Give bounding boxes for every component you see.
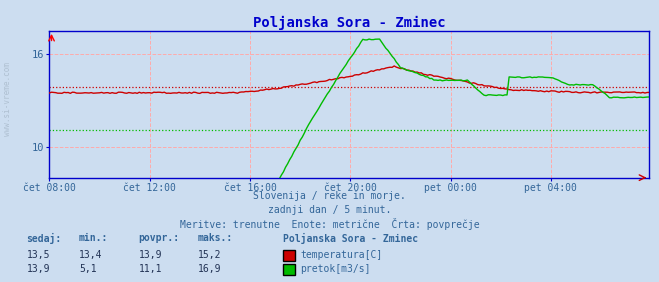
Text: maks.:: maks.: — [198, 233, 233, 243]
Text: zadnji dan / 5 minut.: zadnji dan / 5 minut. — [268, 205, 391, 215]
Text: 11,1: 11,1 — [138, 264, 162, 274]
Text: 15,2: 15,2 — [198, 250, 221, 260]
Title: Poljanska Sora - Zminec: Poljanska Sora - Zminec — [253, 16, 445, 30]
Text: min.:: min.: — [79, 233, 109, 243]
Text: pretok[m3/s]: pretok[m3/s] — [301, 264, 371, 274]
Text: 5,1: 5,1 — [79, 264, 97, 274]
Text: www.si-vreme.com: www.si-vreme.com — [3, 62, 13, 136]
Text: 16,9: 16,9 — [198, 264, 221, 274]
Text: sedaj:: sedaj: — [26, 233, 61, 244]
Text: 13,4: 13,4 — [79, 250, 103, 260]
Text: 13,5: 13,5 — [26, 250, 50, 260]
Text: 13,9: 13,9 — [26, 264, 50, 274]
Text: Meritve: trenutne  Enote: metrične  Črta: povprečje: Meritve: trenutne Enote: metrične Črta: … — [180, 218, 479, 230]
Text: Slovenija / reke in morje.: Slovenija / reke in morje. — [253, 191, 406, 201]
Text: Poljanska Sora - Zminec: Poljanska Sora - Zminec — [283, 233, 418, 244]
Text: 13,9: 13,9 — [138, 250, 162, 260]
Text: temperatura[C]: temperatura[C] — [301, 250, 383, 260]
Text: povpr.:: povpr.: — [138, 233, 179, 243]
